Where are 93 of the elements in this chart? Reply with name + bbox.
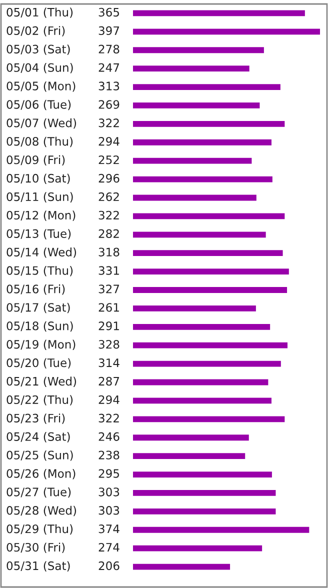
bar	[133, 416, 285, 422]
y-tick-label: 05/14 (Wed)	[6, 248, 76, 258]
bar	[133, 434, 249, 441]
y-tick-label: 05/08 (Thu)	[6, 136, 73, 148]
y-tick-label: 05/23 (Fri)	[6, 414, 65, 424]
y-tick-label: 05/04 (Sun)	[6, 63, 73, 74]
data-label: 294	[98, 395, 120, 404]
y-tick-label: 05/07 (Wed)	[6, 118, 76, 129]
y-tick-label: 05/24 (Sat)	[6, 432, 70, 442]
y-tick-label: 05/31 (Sat)	[6, 561, 70, 572]
bar	[133, 194, 256, 201]
bar	[133, 360, 281, 367]
data-label: 206	[98, 561, 120, 570]
data-label: 313	[98, 82, 120, 90]
data-label: 322	[98, 414, 119, 423]
bar	[133, 490, 276, 496]
data-label: 331	[98, 266, 119, 275]
bar	[133, 232, 266, 238]
y-tick-label: 05/05 (Mon)	[6, 81, 76, 92]
data-label: 322	[98, 210, 119, 220]
bar	[133, 324, 270, 330]
y-tick-label: 05/16 (Fri)	[6, 284, 65, 295]
bar	[133, 158, 252, 164]
data-label: 327	[98, 284, 120, 294]
y-tick-label: 05/21 (Wed)	[6, 376, 76, 387]
y-tick-label: 05/10 (Sat)	[6, 174, 70, 184]
y-tick-label: 05/13 (Tue)	[6, 229, 71, 240]
data-label: 246	[98, 432, 120, 441]
y-tick-label: 05/28 (Wed)	[6, 506, 76, 516]
data-label: 314	[98, 358, 120, 368]
data-label: 328	[98, 340, 120, 349]
data-label: 252	[98, 155, 119, 164]
y-tick-label: 05/02 (Fri)	[6, 26, 65, 36]
data-label: 295	[98, 469, 119, 478]
data-label: 291	[98, 322, 119, 330]
y-tick-label: 05/30 (Fri)	[6, 542, 65, 554]
y-tick-label: 05/18 (Sun)	[6, 321, 73, 332]
y-tick-label: 05/11 (Sun)	[6, 192, 73, 202]
y-tick-label: 05/22 (Thu)	[6, 395, 73, 406]
y-tick-label: 05/03 (Sat)	[6, 44, 70, 55]
bar	[133, 526, 310, 533]
y-tick-label: 05/06 (Tue)	[6, 100, 71, 110]
y-tick-label: 05/12 (Mon)	[6, 210, 76, 221]
bar	[133, 508, 276, 514]
data-label: 365	[98, 8, 119, 17]
data-label: 296	[98, 174, 120, 183]
data-label: 303	[98, 488, 120, 496]
data-label: 278	[98, 44, 120, 54]
bar	[133, 306, 256, 312]
bar	[133, 176, 272, 182]
bar	[133, 453, 246, 460]
y-tick-label: 05/29 (Thu)	[6, 524, 73, 535]
data-label: 303	[98, 506, 120, 515]
bar	[133, 398, 272, 404]
y-tick-label: 05/15 (Thu)	[6, 266, 73, 276]
bar	[133, 545, 262, 552]
bar	[133, 47, 264, 54]
y-tick-label: 05/17 (Sat)	[6, 302, 70, 314]
data-label: 397	[98, 26, 120, 36]
bar	[133, 139, 272, 146]
bar	[133, 268, 289, 274]
bar	[133, 10, 305, 16]
y-tick-label: 05/19 (Mon)	[6, 340, 76, 350]
bar	[133, 66, 250, 72]
bar	[133, 250, 283, 256]
bar	[133, 472, 272, 478]
data-label: 287	[98, 376, 120, 386]
bar	[133, 379, 268, 386]
data-label: 322	[98, 118, 119, 128]
data-label: 238	[98, 450, 120, 460]
y-tick-label: 05/09 (Fri)	[6, 155, 65, 166]
y-tick-label: 05/01 (Thu)	[6, 8, 73, 18]
bar	[133, 564, 230, 570]
bar	[133, 102, 260, 108]
bar	[133, 287, 288, 293]
data-label: 318	[98, 248, 120, 256]
y-tick-label: 05/27 (Tue)	[6, 487, 71, 498]
data-label: 282	[98, 229, 119, 238]
data-label: 269	[98, 100, 120, 109]
bar	[133, 120, 285, 127]
data-label: 274	[98, 542, 120, 552]
data-label: 261	[98, 303, 119, 312]
data-label: 247	[98, 63, 120, 72]
y-tick-label: 05/25 (Sun)	[6, 450, 73, 461]
bar	[133, 28, 320, 35]
data-label: 374	[98, 524, 120, 534]
data-label: 262	[98, 192, 119, 202]
bar	[133, 84, 280, 90]
y-tick-label: 05/20 (Tue)	[6, 358, 71, 369]
y-tick-label: 05/26 (Mon)	[6, 468, 76, 480]
data-label: 294	[98, 137, 120, 146]
bar	[133, 213, 285, 220]
bar	[133, 342, 288, 348]
